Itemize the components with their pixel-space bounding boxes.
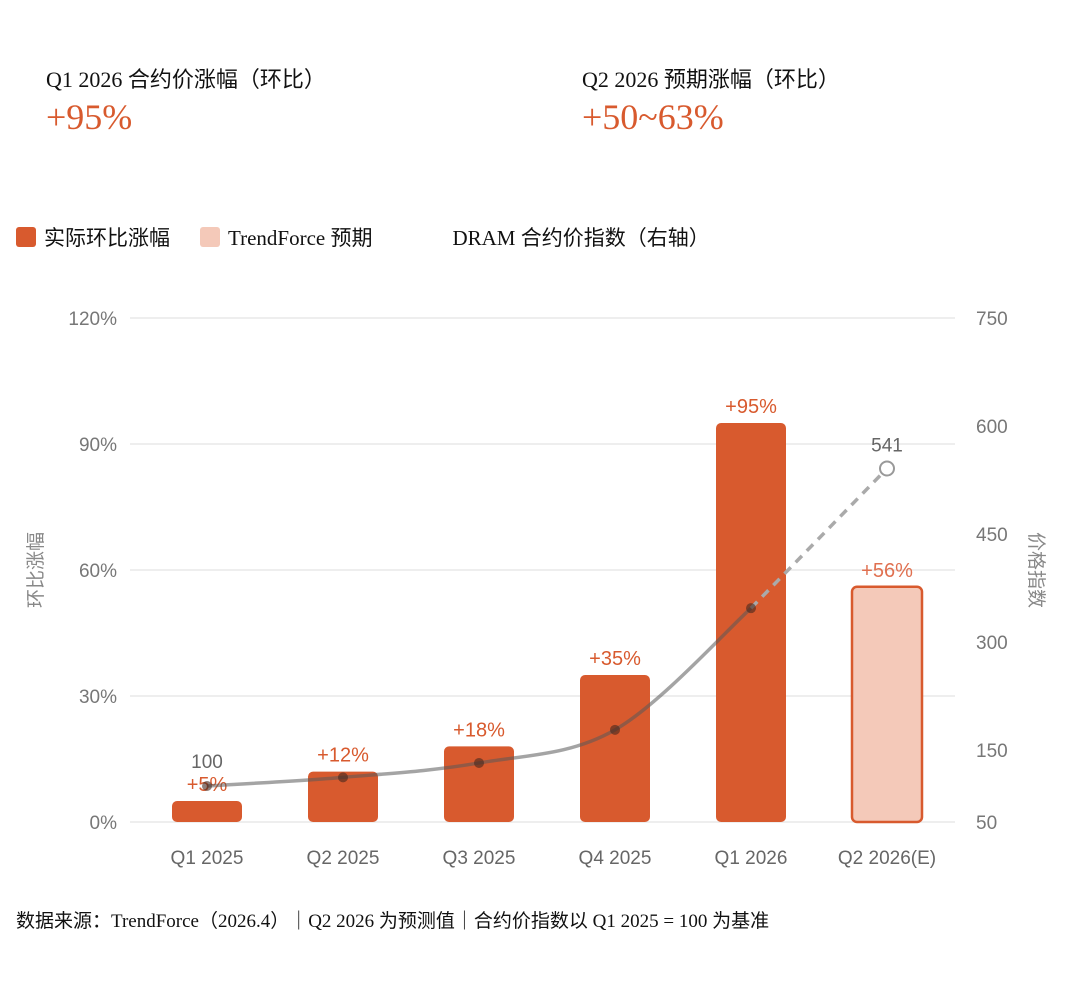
bar-data-label: +12% xyxy=(317,745,369,767)
index-point-projected xyxy=(879,460,895,477)
y-tick-label: 30% xyxy=(79,687,117,708)
legend-label: DRAM 合约价指数（右轴） xyxy=(452,226,710,250)
bar-data-label: +18% xyxy=(453,719,505,741)
kpi-value: +95% xyxy=(46,97,133,137)
index-point xyxy=(338,772,348,783)
legend-swatch xyxy=(200,227,220,247)
y2-tick-label: 150 xyxy=(976,741,1008,762)
x-tick-label: Q2 2025 xyxy=(307,848,380,869)
y2-tick-label: 600 xyxy=(976,417,1008,438)
index-point xyxy=(474,757,484,768)
legend-label: TrendForce 预期 xyxy=(228,226,373,250)
x-tick-label: Q4 2025 xyxy=(579,848,652,869)
y-tick-label: 0% xyxy=(90,813,118,834)
source-footnote: 数据来源：TrendForce（2026.4）｜Q2 2026 为预测值｜合约价… xyxy=(16,911,770,932)
y2-tick-label: 50 xyxy=(976,813,997,834)
kpi-label: Q1 2026 合约价涨幅（环比） xyxy=(46,67,326,92)
index-point xyxy=(746,603,756,614)
bar-forecast xyxy=(850,585,924,824)
y-axis-title: 环比涨幅 xyxy=(25,532,47,608)
y-tick-label: 90% xyxy=(79,435,117,456)
bar-data-label: +35% xyxy=(589,648,641,670)
kpi-q2-2026: Q2 2026 预期涨幅（环比） +50~63% xyxy=(582,62,840,138)
bar-actual xyxy=(308,771,378,822)
x-tick-label: Q1 2026 xyxy=(715,848,788,869)
bar-actual xyxy=(716,423,786,822)
y2-tick-label: 450 xyxy=(976,525,1008,546)
index-point-label: 100 xyxy=(191,752,223,773)
index-line-projected xyxy=(749,467,889,610)
index-point xyxy=(202,781,212,791)
y2-tick-label: 750 xyxy=(976,309,1008,330)
x-tick-label: Q3 2025 xyxy=(443,848,516,869)
y2-tick-label: 300 xyxy=(976,633,1008,654)
kpi-value: +50~63% xyxy=(582,97,724,137)
x-tick-label: Q2 2026(E) xyxy=(838,848,936,869)
bar-data-label: +95% xyxy=(725,396,777,418)
bar-line-chart: 0% 30% 60% 90% 120% 50 150 300 450 600 750 环比涨幅 价格指数… xyxy=(25,309,1047,869)
legend-item-actual: 实际环比涨幅 xyxy=(16,222,170,252)
bar-data-label: +56% xyxy=(861,560,913,582)
y-tick-label: 120% xyxy=(68,309,117,330)
legend-item-index: DRAM 合约价指数（右轴） xyxy=(452,222,709,252)
index-point xyxy=(610,724,620,735)
legend-item-forecast: TrendForce 预期 xyxy=(200,222,372,252)
chart-legend: 实际环比涨幅 TrendForce 预期 DRAM 合约价指数（右轴） xyxy=(16,222,740,252)
legend-label: 实际环比涨幅 xyxy=(44,226,170,250)
kpi-label: Q2 2026 预期涨幅（环比） xyxy=(582,67,840,92)
legend-swatch xyxy=(16,227,36,247)
kpi-q1-2026: Q1 2026 合约价涨幅（环比） +95% xyxy=(46,62,326,138)
index-point-label: 541 xyxy=(871,435,903,456)
x-tick-label: Q1 2025 xyxy=(171,848,244,869)
bar-actual xyxy=(172,801,242,822)
bar-actual xyxy=(580,675,650,822)
y2-axis-title: 价格指数 xyxy=(1025,532,1047,608)
y-tick-label: 60% xyxy=(79,561,117,582)
